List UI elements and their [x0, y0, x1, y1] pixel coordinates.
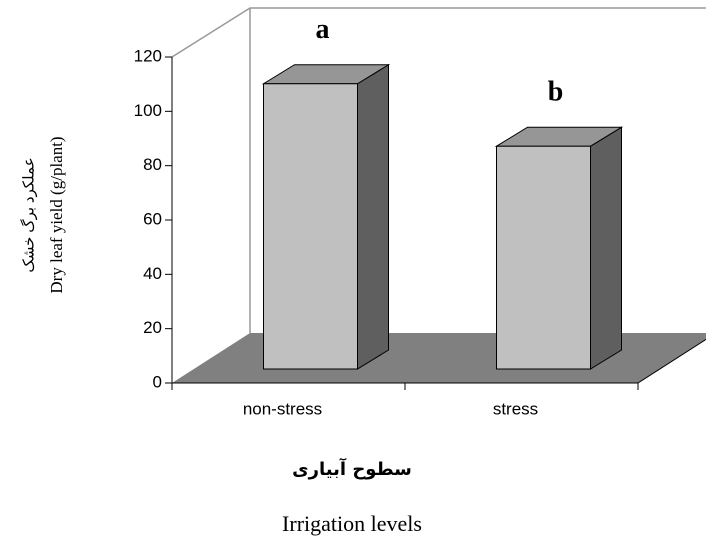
x-tick-label: stress	[493, 399, 538, 418]
x-axis-label: سطوح آبیاری	[292, 457, 412, 480]
y-tick-label: 20	[143, 318, 162, 337]
annotation: a	[316, 14, 330, 45]
x-tick-label: non-stress	[243, 399, 322, 418]
bar	[496, 145, 591, 370]
bar	[263, 83, 358, 370]
y-axis-label: عملکرد برگ خشک	[19, 157, 37, 272]
y-tick-label: 100	[134, 101, 162, 120]
y-axis-label: Dry leaf yield (g/plant)	[47, 136, 66, 293]
y-tick-label: 80	[143, 155, 162, 174]
y-tick-label: 60	[143, 209, 162, 228]
annotation: b	[548, 77, 564, 108]
floor	[172, 333, 706, 383]
x-axis-label: Irrigation levels	[282, 511, 422, 536]
y-tick-label: 120	[134, 46, 162, 65]
bar-side	[357, 63, 389, 370]
wall-edge	[171, 7, 706, 58]
floor-edge	[637, 338, 706, 384]
y-tick-label: 0	[153, 372, 162, 391]
y-tick-label: 40	[143, 264, 162, 283]
bar-side	[590, 126, 622, 370]
